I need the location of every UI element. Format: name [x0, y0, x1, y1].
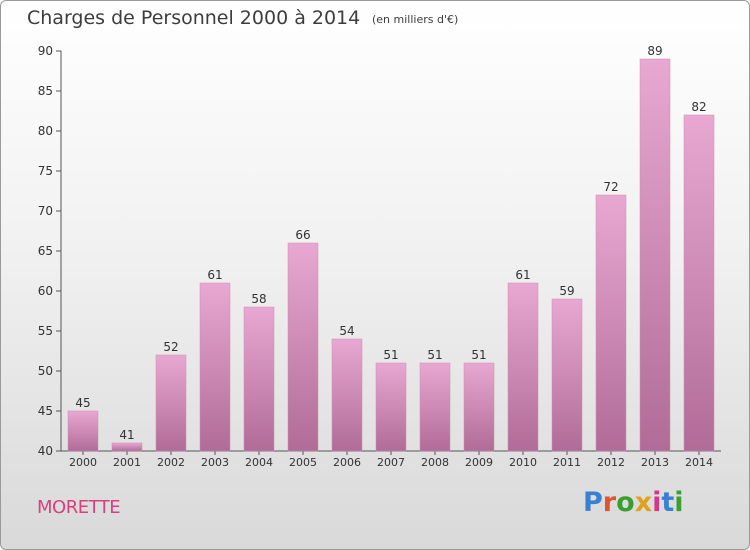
- x-tick-label-2013: 2013: [641, 456, 669, 469]
- value-label-2009: 51: [471, 348, 486, 362]
- y-tick-label: 50: [38, 364, 53, 378]
- x-tick-label-2003: 2003: [201, 456, 229, 469]
- y-tick-label: 70: [38, 204, 53, 218]
- logo-letter: r: [602, 487, 617, 518]
- chart-subtitle: (en milliers d'€): [372, 13, 459, 26]
- commune-name: MORETTE: [37, 497, 121, 518]
- bar-2009: [463, 362, 495, 452]
- x-tick-label-2004: 2004: [245, 456, 273, 469]
- x-tick-label-2000: 2000: [69, 456, 97, 469]
- bar-2005: [287, 242, 319, 452]
- y-tick-label: 40: [38, 444, 53, 458]
- value-label-2002: 52: [163, 340, 178, 354]
- bar-2013: [639, 58, 671, 452]
- bar-2006: [331, 338, 363, 452]
- x-tick-label-2009: 2009: [465, 456, 493, 469]
- bar-2001: [111, 442, 143, 452]
- y-tick-label: 55: [38, 324, 53, 338]
- bar-2002: [155, 354, 187, 452]
- y-tick-label: 90: [38, 44, 53, 58]
- value-label-2014: 82: [691, 100, 706, 114]
- value-label-2008: 51: [427, 348, 442, 362]
- value-label-2000: 45: [75, 396, 90, 410]
- value-label-2005: 66: [295, 228, 310, 242]
- value-label-2006: 54: [339, 324, 354, 338]
- chart-title: Charges de Personnel 2000 à 2014: [27, 7, 361, 29]
- logo-letter: i: [674, 487, 684, 518]
- x-tick-label-2012: 2012: [597, 456, 625, 469]
- logo-letter: i: [652, 487, 662, 518]
- y-tick-label: 80: [38, 124, 53, 138]
- value-label-2007: 51: [383, 348, 398, 362]
- x-tick-label-2005: 2005: [289, 456, 317, 469]
- logo-letter: t: [661, 487, 675, 518]
- bar-2003: [199, 282, 231, 452]
- y-tick-label: 65: [38, 244, 53, 258]
- value-label-2011: 59: [559, 284, 574, 298]
- logo-letter: o: [616, 487, 635, 518]
- bar-2011: [551, 298, 583, 452]
- value-label-2003: 61: [207, 268, 222, 282]
- value-label-2001: 41: [119, 428, 134, 442]
- x-tick-label-2006: 2006: [333, 456, 361, 469]
- proxiti-logo[interactable]: Proxiti: [583, 487, 684, 518]
- bar-2000: [67, 410, 99, 452]
- value-label-2012: 72: [603, 180, 618, 194]
- y-tick-label: 75: [38, 164, 53, 178]
- x-tick-label-2010: 2010: [509, 456, 537, 469]
- x-tick-label-2002: 2002: [157, 456, 185, 469]
- y-tick-label: 85: [38, 84, 53, 98]
- x-tick-label-2008: 2008: [421, 456, 449, 469]
- bar-2014: [683, 114, 715, 452]
- chart-bars: 45 41 52 61 58 66 54 51 51 51 61 59 72 89 82: [67, 44, 715, 452]
- value-label-2010: 61: [515, 268, 530, 282]
- bar-2012: [595, 194, 627, 452]
- y-tick-label: 45: [38, 404, 53, 418]
- value-label-2004: 58: [251, 292, 266, 306]
- bar-2007: [375, 362, 407, 452]
- logo-letter: x: [634, 487, 653, 518]
- logo-letter: P: [583, 487, 603, 518]
- x-tick-label-2011: 2011: [553, 456, 581, 469]
- bar-2008: [419, 362, 451, 452]
- bar-2010: [507, 282, 539, 452]
- y-tick-label: 60: [38, 284, 53, 298]
- x-tick-label-2007: 2007: [377, 456, 405, 469]
- x-tick-label-2001: 2001: [113, 456, 141, 469]
- value-label-2013: 89: [647, 44, 662, 58]
- x-tick-label-2014: 2014: [685, 456, 713, 469]
- bar-2004: [243, 306, 275, 452]
